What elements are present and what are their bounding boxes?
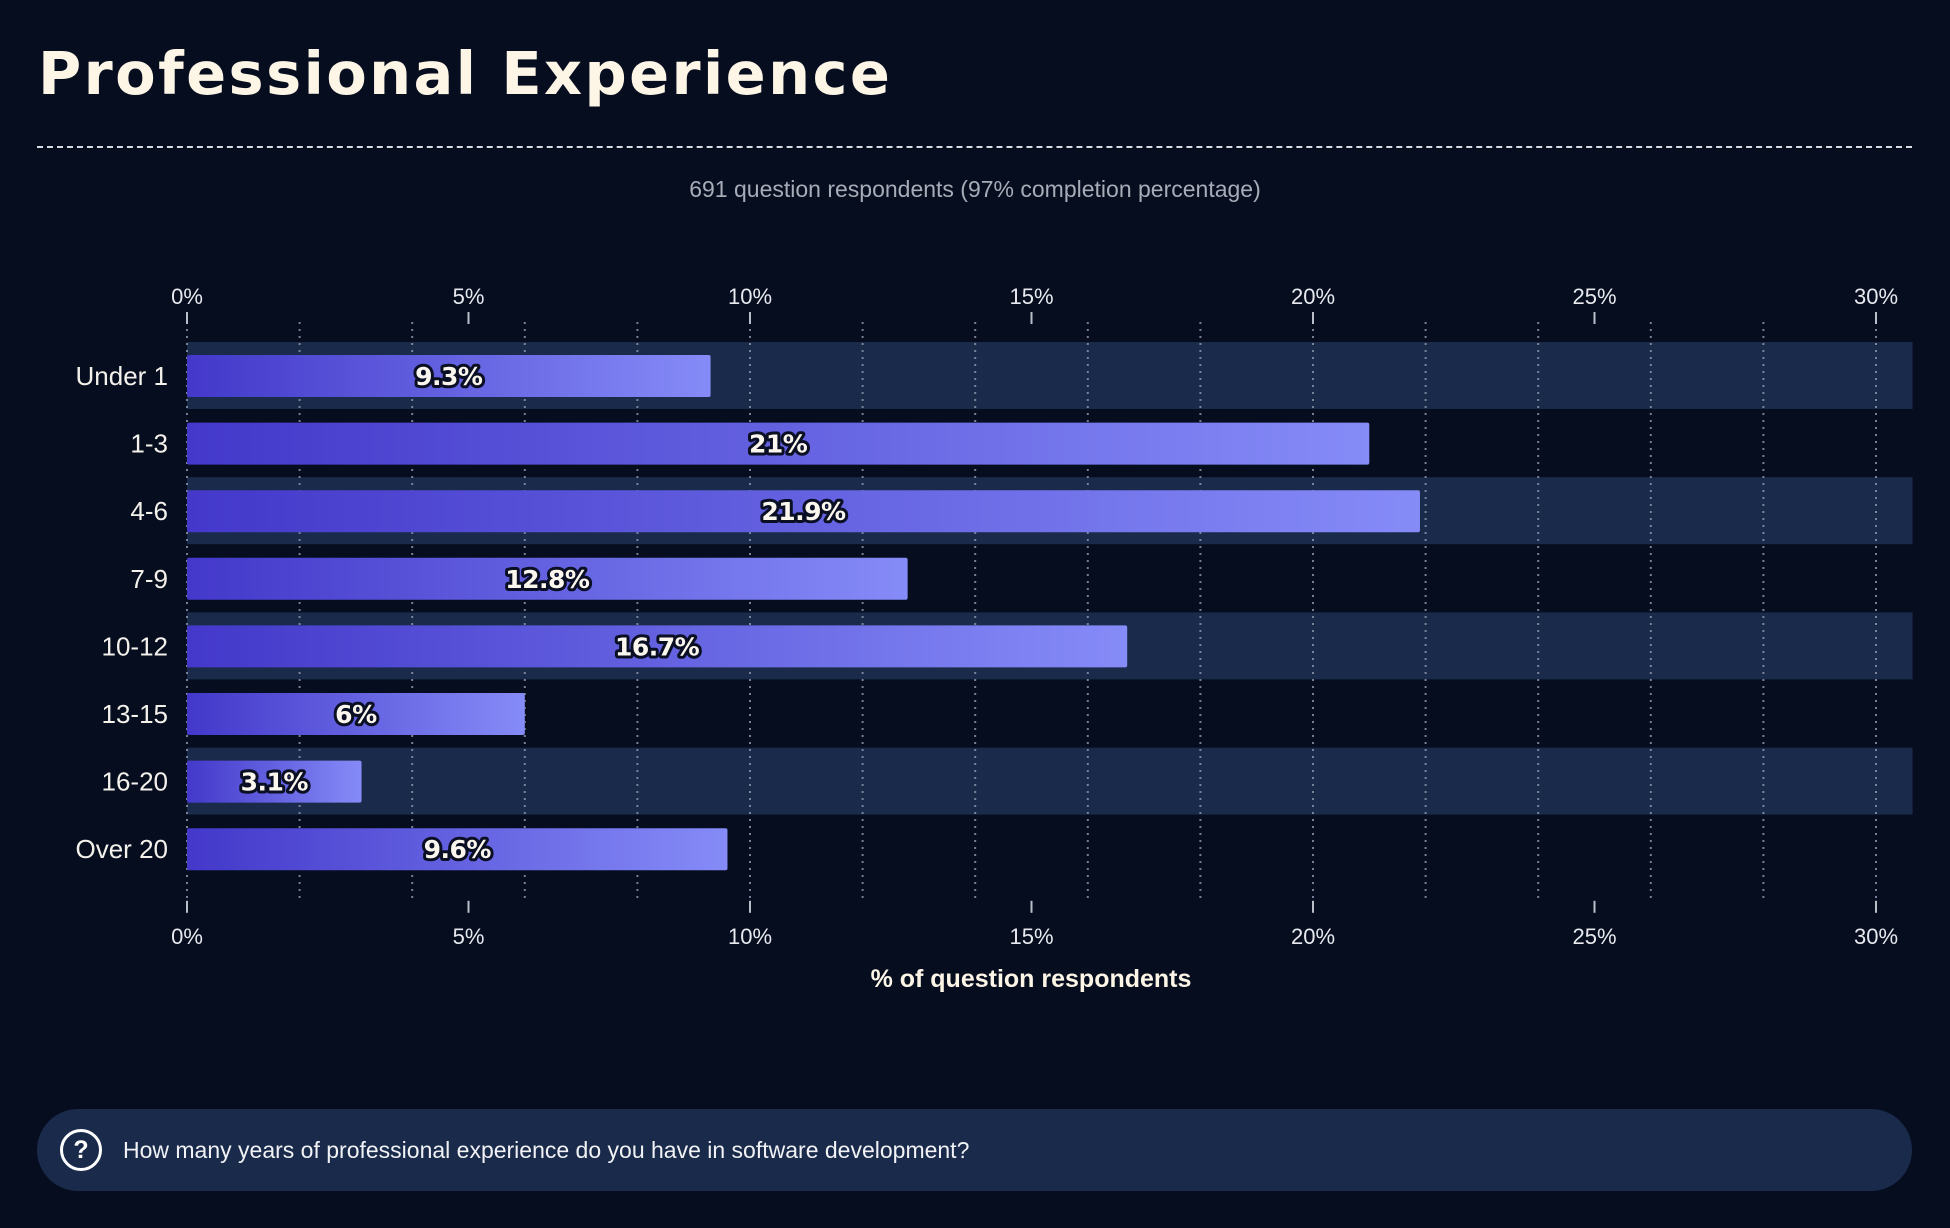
labels: 0% 0% 5% 5% 10% 10% 15% 15% 20% 20% 25% 25% 30% 30% Un… (76, 284, 1899, 949)
value-label: 21% (749, 430, 808, 459)
value-label: 16.7% (615, 632, 700, 661)
bar-4-6 (187, 490, 1420, 533)
category-label: 13-15 (102, 699, 169, 729)
title-divider (37, 146, 1912, 148)
question-banner: ? How many years of professional experie… (37, 1109, 1912, 1191)
page-title: Professional Experience (38, 39, 893, 108)
gridlines (186, 322, 1877, 903)
bar-13-15 (187, 693, 525, 735)
axis-ticks (186, 312, 1877, 913)
question-circle-icon: ? (60, 1129, 102, 1171)
bar-7-9 (187, 557, 908, 600)
respondents-subtitle: 691 question respondents (97% completion… (689, 176, 1261, 202)
top-tick-label: 15% (1009, 284, 1053, 309)
top-tick-label: 20% (1291, 284, 1335, 309)
category-label: Under 1 (76, 361, 169, 391)
bars (187, 355, 1420, 871)
bottom-tick-label: 0% (171, 924, 203, 949)
value-label: 21.9% (761, 497, 846, 526)
top-tick-label: 0% (171, 284, 203, 309)
value-label: 9.3% (415, 362, 483, 391)
category-label: 16-20 (102, 767, 169, 797)
bottom-tick-label: 10% (728, 924, 772, 949)
question-text: How many years of professional experienc… (123, 1136, 970, 1163)
bar-1-3 (187, 422, 1370, 465)
category-label: 10-12 (102, 631, 169, 661)
bottom-tick-label: 25% (1572, 924, 1616, 949)
bar-over-20 (187, 828, 728, 871)
x-axis-title: % of question respondents (871, 965, 1192, 993)
value-label: 3.1% (241, 768, 309, 797)
bar-chart: 0% 0% 5% 5% 10% 10% 15% 15% 20% 20% 25% 25% 30% 30% Un… (76, 284, 1913, 993)
bottom-tick-label: 5% (453, 924, 485, 949)
bottom-tick-label: 30% (1854, 924, 1898, 949)
value-label: 6% (335, 700, 377, 729)
row-band (187, 747, 1913, 815)
top-tick-label: 10% (728, 284, 772, 309)
bottom-tick-label: 20% (1291, 924, 1335, 949)
value-label: 12.8% (505, 565, 590, 594)
category-label: 1-3 (130, 429, 168, 459)
top-tick-label: 5% (453, 284, 485, 309)
bar-10-12 (187, 625, 1128, 668)
category-label: 7-9 (130, 564, 168, 594)
top-tick-label: 25% (1572, 284, 1616, 309)
bottom-tick-label: 15% (1009, 924, 1053, 949)
category-label: 4-6 (130, 496, 168, 526)
value-label: 9.6% (424, 835, 492, 864)
top-tick-label: 30% (1854, 284, 1898, 309)
bar-under-1 (187, 355, 711, 397)
category-label: Over 20 (76, 834, 169, 864)
bar-16-20 (187, 760, 362, 803)
